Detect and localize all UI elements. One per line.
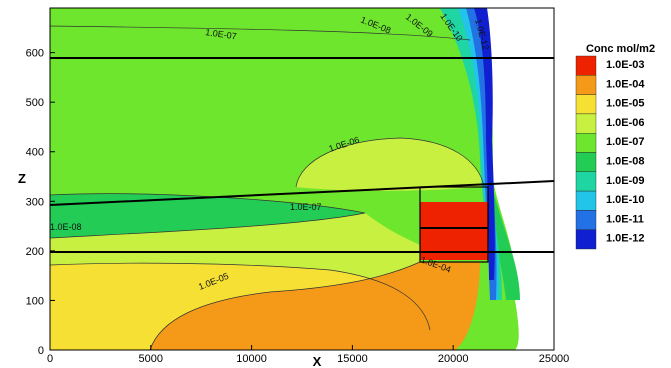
contour-fields bbox=[50, 8, 520, 350]
x-axis-ticks: 0 5000 10000 15000 20000 25000 bbox=[47, 345, 569, 365]
legend-label: 1.0E-03 bbox=[606, 59, 645, 71]
y-tick-label: 600 bbox=[26, 48, 44, 60]
contour-band-1e-06-upper bbox=[296, 138, 484, 191]
y-axis-label: Z bbox=[18, 171, 26, 186]
legend-swatch bbox=[575, 75, 597, 95]
sloped-line bbox=[49, 180, 555, 206]
legend-label: 1.0E-10 bbox=[606, 194, 645, 206]
legend-swatch bbox=[575, 55, 597, 76]
legend-label: 1.0E-07 bbox=[606, 136, 645, 148]
x-tick-label: 0 bbox=[47, 353, 53, 365]
legend-title: Conc mol/m2 bbox=[586, 43, 655, 55]
contour-band-1e-12 bbox=[474, 8, 495, 280]
contour-label: 1.0E-07 bbox=[205, 27, 238, 41]
legend-swatch bbox=[575, 210, 597, 230]
legend-swatch bbox=[575, 171, 597, 192]
y-tick-label: 300 bbox=[26, 196, 44, 208]
contour-label: 1.0E-08 bbox=[50, 222, 82, 232]
contour-lines bbox=[50, 25, 485, 350]
x-tick-label: 15000 bbox=[337, 353, 368, 365]
legend-swatch bbox=[575, 152, 597, 172]
x-tick-label: 5000 bbox=[139, 353, 163, 365]
x-tick-label: 20000 bbox=[438, 353, 469, 365]
contour-label: 1.0E-07 bbox=[290, 202, 322, 212]
x-axis-label: X bbox=[313, 354, 322, 368]
x-tick-label: 25000 bbox=[539, 353, 570, 365]
plot-frame bbox=[49, 7, 555, 351]
legend-label: 1.0E-05 bbox=[606, 98, 645, 110]
repository-block bbox=[420, 202, 488, 260]
legend-label: 1.0E-06 bbox=[606, 117, 645, 129]
y-tick-label: 100 bbox=[26, 295, 44, 307]
y-tick-label: 500 bbox=[26, 97, 44, 109]
legend: 1.0E-03 1.0E-04 1.0E-05 1.0E-06 1.0E-07 1.0E-… bbox=[575, 55, 645, 250]
legend-swatch bbox=[575, 229, 597, 250]
legend-label: 1.0E-09 bbox=[606, 175, 645, 187]
legend-label: 1.0E-04 bbox=[606, 78, 645, 90]
legend-label: 1.0E-12 bbox=[606, 233, 645, 245]
legend-label: 1.0E-08 bbox=[606, 156, 645, 168]
y-tick-label: 0 bbox=[38, 345, 44, 357]
legend-swatch bbox=[575, 190, 597, 211]
contour-band-1e-04 bbox=[150, 262, 480, 350]
legend-swatch bbox=[575, 113, 597, 134]
legend-swatch bbox=[575, 132, 597, 153]
y-axis-ticks: 0 100 200 300 400 500 600 bbox=[26, 48, 55, 357]
legend-swatch bbox=[575, 94, 597, 115]
model-lines bbox=[49, 57, 555, 263]
y-tick-label: 400 bbox=[26, 147, 44, 159]
contour-band-1e-08-left bbox=[50, 193, 365, 238]
y-tick-label: 200 bbox=[26, 246, 44, 258]
legend-label: 1.0E-11 bbox=[606, 213, 644, 225]
x-tick-label: 10000 bbox=[236, 353, 267, 365]
block-outline bbox=[419, 186, 489, 263]
